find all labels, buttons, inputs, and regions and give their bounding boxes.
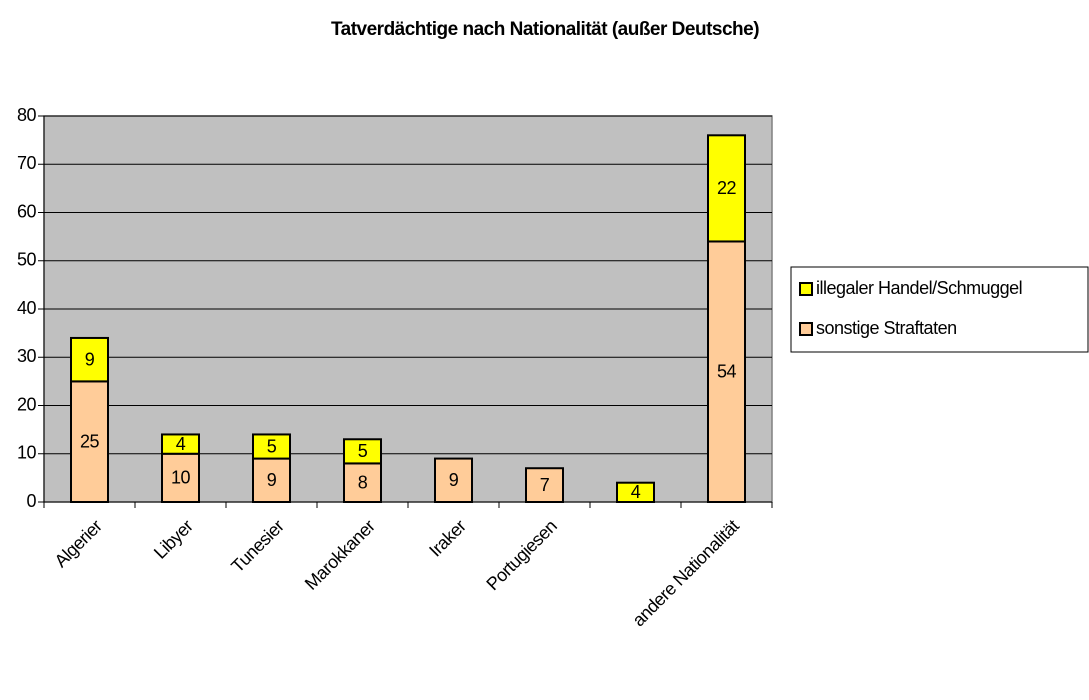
x-tick-label: Tunesier [227,516,288,577]
data-label: 5 [358,441,368,461]
y-tick-label: 20 [17,394,37,414]
y-tick-label: 30 [17,346,37,366]
y-tick-label: 0 [26,491,36,511]
bar-segment [343,438,382,465]
x-tick-label: Iraker [425,516,470,561]
x-tick-label: Libyer [150,516,197,563]
y-tick-label: 60 [17,201,37,221]
x-tick-label: Algerier [51,516,107,572]
bar-segment [252,433,291,460]
bar-segment [525,467,564,504]
y-tick-label: 40 [17,298,37,318]
y-tick-label: 80 [17,105,37,125]
bar-segment [161,433,200,455]
x-tick-label: Marokkaner [301,516,379,594]
bar-segment [343,462,382,503]
data-label: 54 [717,361,737,381]
bar-segment [616,481,655,504]
x-tick-label: Portugiesen [482,516,560,594]
bar-segment [252,457,291,504]
y-tick-label: 10 [17,443,37,463]
y-tick-label: 70 [17,153,37,173]
legend-label: illegaler Handel/Schmuggel [816,278,1022,298]
data-label: 7 [540,475,550,495]
data-label: 10 [171,468,191,488]
data-label: 4 [176,434,186,454]
legend-label: sonstige Straftaten [816,318,957,338]
legend-swatch [799,322,813,336]
bar-segment [707,240,746,503]
data-label: 4 [631,482,641,502]
data-label: 9 [449,470,459,490]
bar-segment [434,457,473,504]
data-label: 22 [717,178,737,198]
data-label: 5 [267,436,277,456]
data-label: 9 [267,470,277,490]
data-label: 25 [80,431,100,451]
y-tick-label: 50 [17,250,37,270]
bar-segment [707,134,746,243]
x-tick-label: andere Nationalität [628,516,743,631]
legend-box [790,266,1089,353]
bar-segment [70,336,109,383]
chart-title: Tatverdächtige nach Nationalität (außer … [331,19,759,40]
bar-segment [70,380,109,503]
legend-swatch [799,282,813,296]
data-label: 9 [85,349,95,369]
data-label: 8 [358,472,368,492]
